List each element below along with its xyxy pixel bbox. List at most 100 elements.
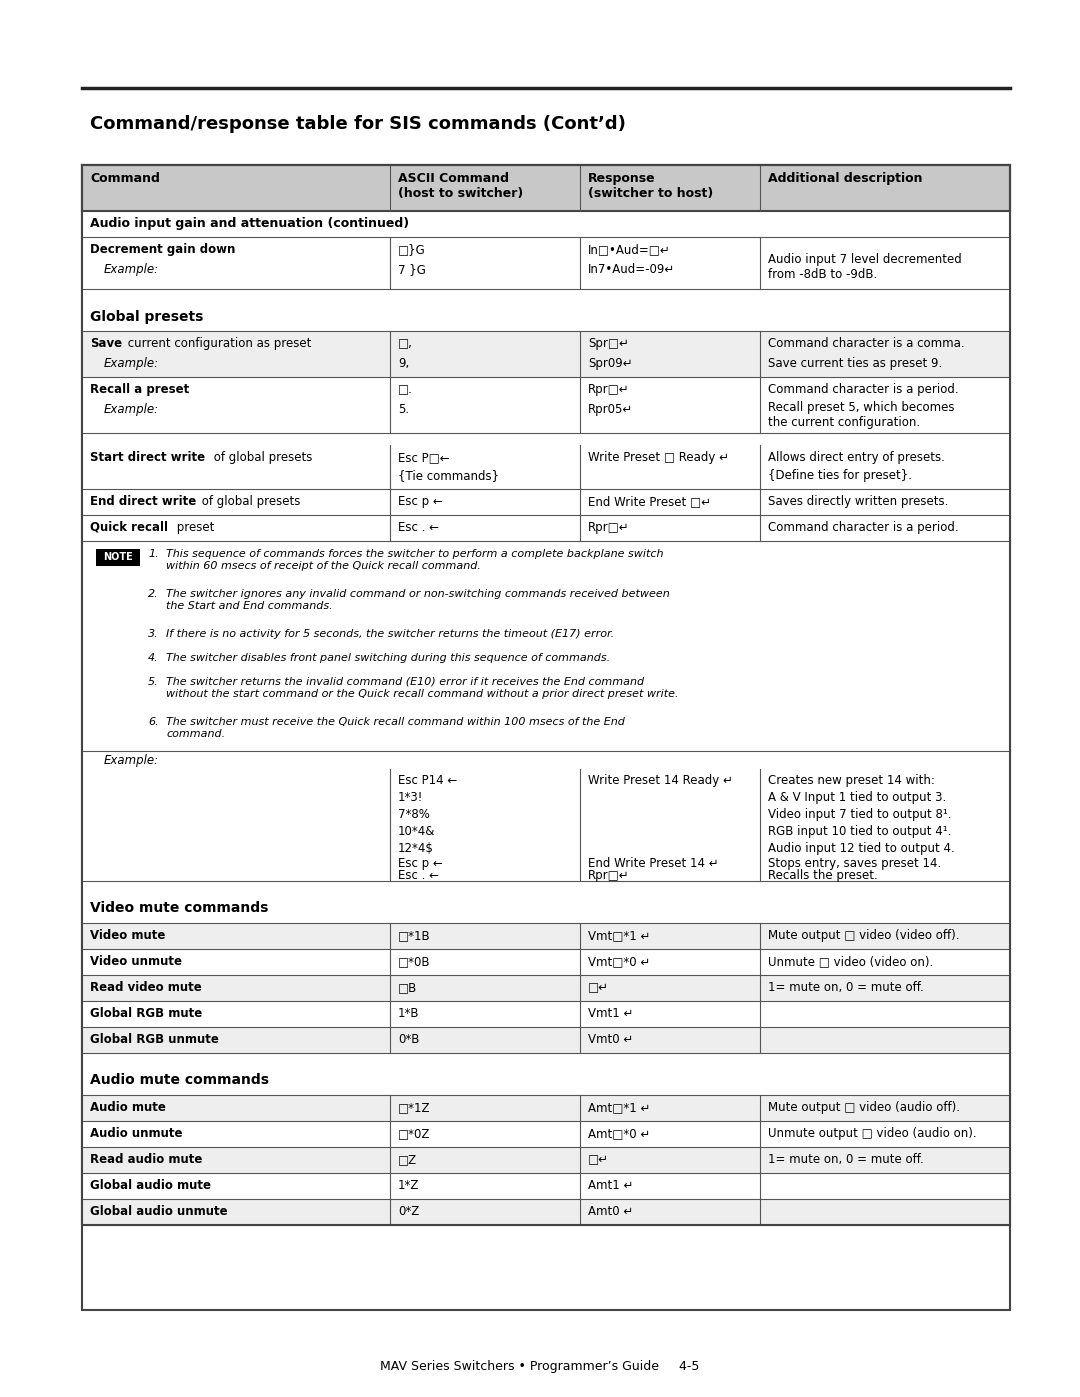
Text: □↵: □↵ [588, 1153, 609, 1166]
Bar [82, 1002, 1010, 1027]
Bar [96, 549, 140, 566]
Text: Esc P□←: Esc P□← [399, 451, 449, 464]
Bar [82, 1199, 1010, 1225]
Text: Start direct write: Start direct write [90, 451, 205, 464]
Text: {Define ties for preset}.: {Define ties for preset}. [768, 469, 912, 482]
Text: Mute output □ video (audio off).: Mute output □ video (audio off). [768, 1101, 960, 1113]
Bar [82, 165, 1010, 211]
Text: (host to switcher): (host to switcher) [399, 187, 523, 200]
Bar [82, 489, 1010, 515]
Text: Recall preset 5, which becomes
the current configuration.: Recall preset 5, which becomes the curre… [768, 401, 955, 429]
Text: Rpr□↵: Rpr□↵ [588, 521, 630, 534]
Text: Stops entry, saves preset 14.: Stops entry, saves preset 14. [768, 856, 942, 870]
Bar [82, 433, 1010, 446]
Text: Vmt□*0 ↵: Vmt□*0 ↵ [588, 956, 650, 968]
Bar [82, 1095, 1010, 1120]
Text: Vmt□*1 ↵: Vmt□*1 ↵ [588, 929, 650, 942]
Bar [82, 515, 1010, 541]
Text: Rpr□↵: Rpr□↵ [588, 383, 630, 395]
Text: Amt□*1 ↵: Amt□*1 ↵ [588, 1101, 650, 1113]
Text: Additional description: Additional description [768, 172, 922, 184]
Text: Read video mute: Read video mute [90, 981, 202, 995]
Text: (switcher to host): (switcher to host) [588, 187, 713, 200]
Text: 7*8%: 7*8% [399, 807, 430, 821]
Text: 10*4&: 10*4& [399, 826, 435, 838]
Bar [82, 305, 1010, 331]
Text: preset: preset [173, 521, 214, 534]
Text: Video mute: Video mute [90, 929, 165, 942]
Text: Creates new preset 14 with:: Creates new preset 14 with: [768, 774, 935, 787]
Text: Esc . ←: Esc . ← [399, 521, 438, 534]
Text: Global audio mute: Global audio mute [90, 1179, 211, 1192]
Text: A & V Input 1 tied to output 3.: A & V Input 1 tied to output 3. [768, 791, 946, 805]
Text: Global RGB mute: Global RGB mute [90, 1007, 202, 1020]
Text: 9,: 9, [399, 358, 409, 370]
Text: Example:: Example: [104, 402, 159, 416]
Bar [82, 446, 1010, 489]
Text: End direct write: End direct write [90, 495, 197, 509]
Text: □*0B: □*0B [399, 956, 431, 968]
Bar [82, 165, 1010, 1225]
Text: Command character is a comma.: Command character is a comma. [768, 337, 964, 351]
Text: □B: □B [399, 981, 417, 995]
Text: Write Preset □ Ready ↵: Write Preset □ Ready ↵ [588, 451, 729, 464]
Bar [82, 949, 1010, 975]
Text: Command character is a period.: Command character is a period. [768, 383, 959, 395]
Bar [82, 165, 1010, 1310]
Text: □↵: □↵ [588, 981, 609, 995]
Text: Rpr05↵: Rpr05↵ [588, 402, 633, 416]
Text: 1= mute on, 0 = mute off.: 1= mute on, 0 = mute off. [768, 981, 923, 995]
Text: Global audio unmute: Global audio unmute [90, 1206, 228, 1218]
Text: □*0Z: □*0Z [399, 1127, 430, 1140]
Text: □*1Z: □*1Z [399, 1101, 431, 1113]
Text: Global presets: Global presets [90, 310, 203, 324]
Text: Esc p ←: Esc p ← [399, 856, 443, 870]
Text: Save current ties as preset 9.: Save current ties as preset 9. [768, 358, 942, 370]
Text: Audio input 12 tied to output 4.: Audio input 12 tied to output 4. [768, 842, 955, 855]
Text: Audio mute: Audio mute [90, 1101, 166, 1113]
Text: End Write Preset 14 ↵: End Write Preset 14 ↵ [588, 856, 718, 870]
Bar [82, 1120, 1010, 1147]
Text: If there is no activity for 5 seconds, the switcher returns the timeout (E17) er: If there is no activity for 5 seconds, t… [166, 629, 615, 638]
Text: 1*Z: 1*Z [399, 1179, 419, 1192]
Text: 3.: 3. [148, 629, 159, 638]
Text: 5.: 5. [148, 678, 159, 687]
Text: Rpr□↵: Rpr□↵ [588, 869, 630, 882]
Text: Esc . ←: Esc . ← [399, 869, 438, 882]
Text: Save: Save [90, 337, 122, 351]
Bar [82, 975, 1010, 1002]
Text: □Z: □Z [399, 1153, 417, 1166]
Text: The switcher ignores any invalid command or non-switching commands received betw: The switcher ignores any invalid command… [166, 590, 670, 610]
Text: □,: □, [399, 337, 413, 351]
Text: Allows direct entry of presets.: Allows direct entry of presets. [768, 451, 945, 464]
Text: Audio input gain and attenuation (continued): Audio input gain and attenuation (contin… [90, 217, 409, 231]
Text: Unmute output □ video (audio on).: Unmute output □ video (audio on). [768, 1127, 976, 1140]
Text: Video input 7 tied to output 8¹.: Video input 7 tied to output 8¹. [768, 807, 951, 821]
Bar [82, 768, 1010, 882]
Text: NOTE: NOTE [103, 552, 133, 563]
Text: Video mute commands: Video mute commands [90, 901, 268, 915]
Text: MAV Series Switchers • Programmer’s Guide     4-5: MAV Series Switchers • Programmer’s Guid… [380, 1361, 700, 1373]
Text: The switcher must receive the Quick recall command within 100 msecs of the End
c: The switcher must receive the Quick reca… [166, 717, 625, 739]
Text: Read audio mute: Read audio mute [90, 1153, 202, 1166]
Text: 5.: 5. [399, 402, 409, 416]
Text: End Write Preset □↵: End Write Preset □↵ [588, 495, 711, 509]
Text: Audio unmute: Audio unmute [90, 1127, 183, 1140]
Bar [82, 882, 1010, 895]
Bar [82, 923, 1010, 949]
Bar [82, 237, 1010, 289]
Text: Command character is a period.: Command character is a period. [768, 521, 959, 534]
Text: 1*B: 1*B [399, 1007, 419, 1020]
Text: □.: □. [399, 383, 413, 395]
Text: ASCII Command: ASCII Command [399, 172, 509, 184]
Text: 4.: 4. [148, 652, 159, 664]
Text: Mute output □ video (video off).: Mute output □ video (video off). [768, 929, 959, 942]
Text: 7 }G: 7 }G [399, 263, 426, 277]
Bar [82, 1067, 1010, 1095]
Text: 1*3!: 1*3! [399, 791, 423, 805]
Text: current configuration as preset: current configuration as preset [124, 337, 311, 351]
Text: Example:: Example: [104, 358, 159, 370]
Text: Amt□*0 ↵: Amt□*0 ↵ [588, 1127, 650, 1140]
Text: Response: Response [588, 172, 656, 184]
Text: 0*B: 0*B [399, 1032, 419, 1046]
